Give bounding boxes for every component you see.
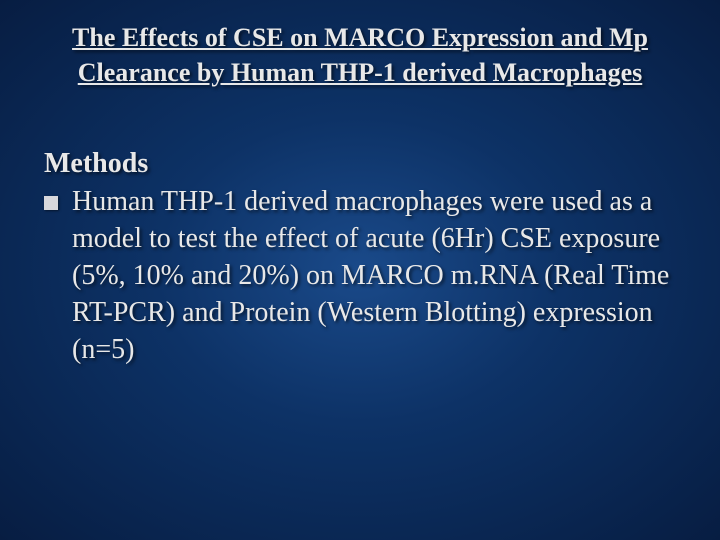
bullet-text: Human THP-1 derived macrophages were use… [72,184,670,369]
slide-title: The Effects of CSE on MARCO Expression a… [50,20,670,90]
slide-container: The Effects of CSE on MARCO Expression a… [0,0,720,540]
square-bullet-icon [44,196,58,210]
bullet-item: Human THP-1 derived macrophages were use… [44,184,670,369]
section-heading-methods: Methods [44,148,670,180]
